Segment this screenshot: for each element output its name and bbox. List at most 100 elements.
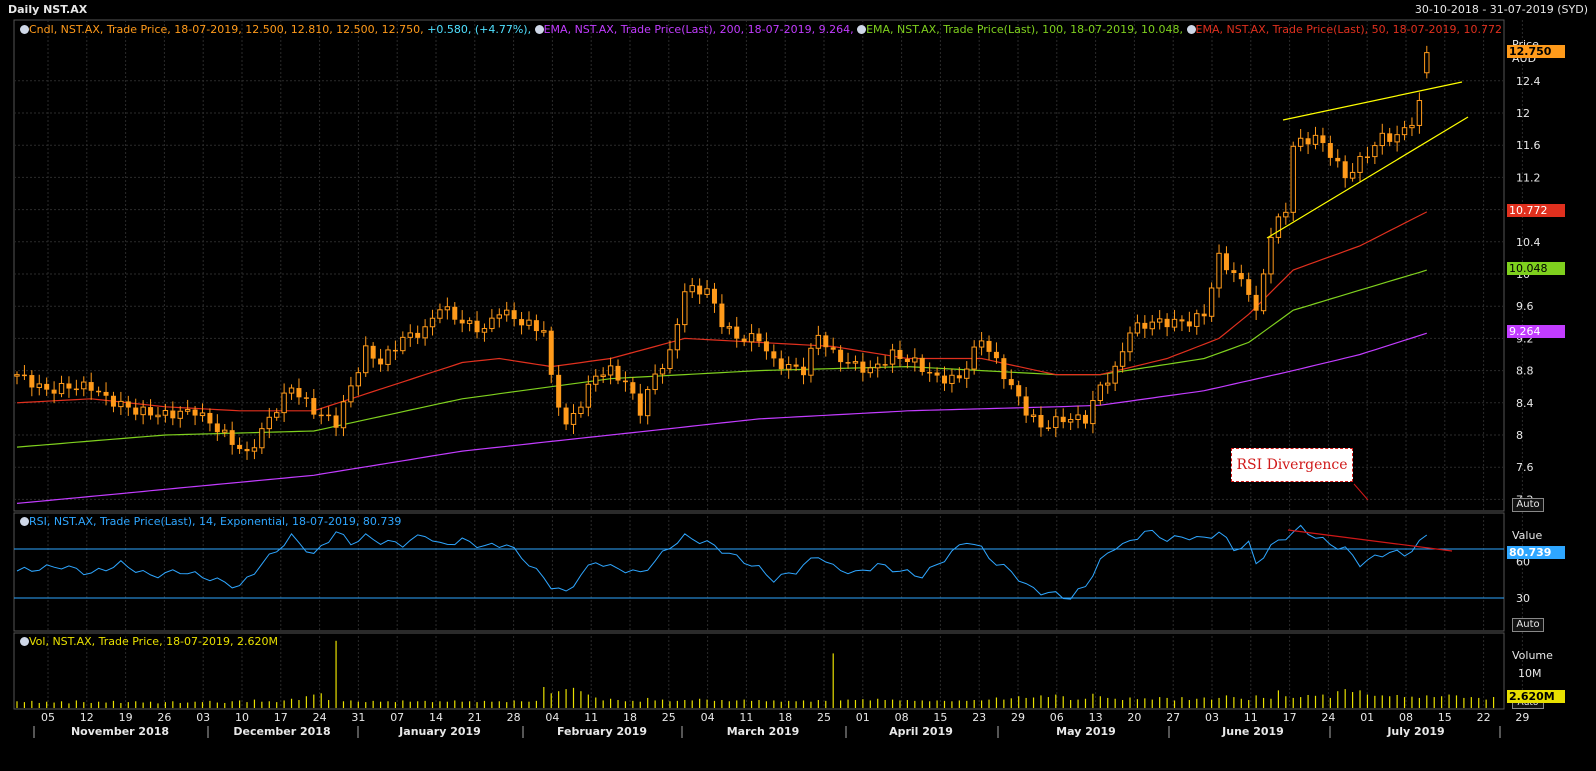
day-tick-label: 08 [895,711,909,724]
candle [852,355,859,371]
candle [1409,117,1415,137]
day-tick-label: 06 [1050,711,1064,724]
candle [897,340,903,367]
day-tick-label: 04 [545,711,559,724]
day-tick-label: 19 [119,711,133,724]
candle [1246,272,1252,302]
candle [697,278,703,304]
candle [437,303,443,324]
candle [281,383,287,422]
candle [667,340,673,374]
vol-legend: Vol, NST.AX, Trade Price, 18-07-2019, 2.… [20,635,278,648]
candle [1186,311,1192,333]
candle [1194,309,1200,335]
candle [29,370,35,397]
candle [1416,92,1423,134]
candle [44,377,50,396]
candle [578,401,584,418]
ema200-line [16,332,1427,504]
legend-settings-icon[interactable] [20,25,29,34]
candle-change: +0.580, (+4.77%), [427,23,532,36]
candle [1075,405,1081,429]
candle [927,362,933,382]
candle [1082,410,1088,429]
candle [919,354,925,376]
vol-axis-title: Volume [1512,649,1553,662]
ema50-settings-icon[interactable] [1186,25,1196,34]
candle [823,331,829,357]
candle [452,302,458,325]
candle [192,406,198,426]
candle [237,437,243,454]
candle [311,389,317,419]
candle [259,422,265,454]
price-auto-button[interactable]: Auto [1512,498,1544,512]
candle [103,382,109,406]
day-tick-label: 15 [1438,711,1452,724]
rsi-line [16,524,1428,600]
candle [51,381,57,404]
upper-trendline [1282,81,1463,121]
candle [904,354,910,369]
candle [1327,135,1333,166]
candle [1001,354,1007,389]
candle [748,324,755,352]
day-tick-label: 11 [739,711,753,724]
candle [741,334,747,347]
candle [978,331,985,356]
candle [1260,268,1267,315]
candle [229,421,235,455]
candle [815,325,822,356]
candle [88,372,94,400]
candle [1030,409,1037,423]
candle [1364,146,1370,164]
candle [1067,413,1074,430]
candle [801,357,807,385]
ema100-line [16,269,1427,448]
day-tick-label: 07 [390,711,404,724]
candle [459,310,465,333]
rsi-settings-icon[interactable] [20,517,29,526]
day-tick-label: 11 [1244,711,1258,724]
ema100-settings-icon[interactable] [857,25,867,34]
ema100-legend: EMA, NST.AX, Trade Price(Last), 100, 18-… [866,23,1184,36]
day-tick-label: 01 [856,711,870,724]
candle [867,360,873,378]
candle [355,367,362,396]
candle [563,403,569,431]
ema50-legend: EMA, NST.AX, Trade Price(Last), 50, 18-0… [1195,23,1503,36]
day-tick-label: 29 [1011,711,1025,724]
candle [519,311,525,335]
candle [912,348,918,372]
ema200-settings-icon[interactable] [534,25,544,34]
candle [133,398,139,421]
candle [1038,406,1044,437]
candle [110,391,116,413]
candle [474,311,480,339]
candle [14,371,20,385]
candle [1016,380,1022,406]
candle [251,439,258,460]
candle [1312,126,1319,150]
rsi-auto-button[interactable]: Auto [1512,618,1544,632]
price-tick-label: 8.8 [1516,365,1534,378]
day-tick-label: 03 [1205,711,1219,724]
ema50-badge: 10.772 [1507,204,1565,217]
candle [704,280,710,298]
rsi-badge: 80.739 [1507,546,1565,559]
day-tick-label: 24 [313,711,327,724]
vol-settings-icon[interactable] [20,637,29,646]
candle [889,343,896,373]
candle [1112,361,1118,392]
candle [1357,152,1363,182]
candle [66,376,72,398]
candle [1401,120,1408,141]
candle [659,363,666,384]
candle [274,408,280,421]
candle [526,311,532,330]
candle [415,325,421,345]
day-tick-label: 21 [468,711,482,724]
candle [808,343,814,383]
candle [756,328,762,347]
candle [838,345,844,372]
